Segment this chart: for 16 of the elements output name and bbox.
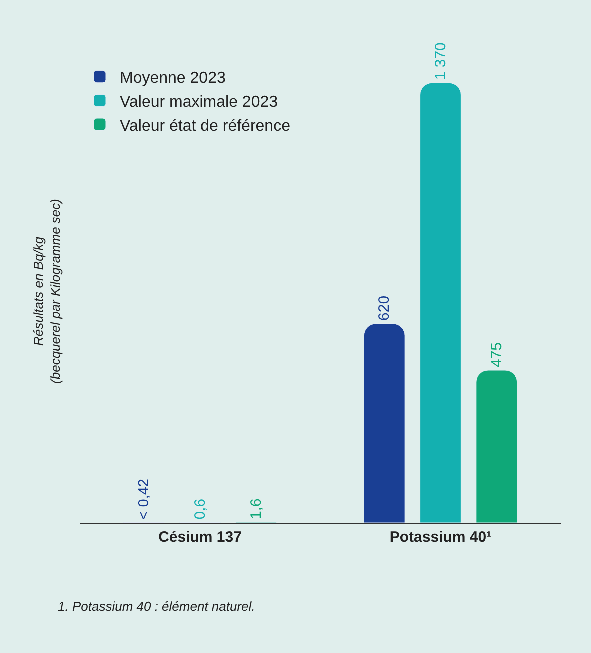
data-label: 475 — [488, 342, 506, 368]
bar — [476, 370, 518, 523]
data-label: < 0,42 — [136, 478, 153, 520]
text: 1. Potassium 40 : élément naturel. — [58, 599, 256, 614]
y-axis-title: Résultats en Bq/kg (becquerel par Kilogramme sec) — [31, 199, 63, 384]
legend-label: Valeur maximale 2023 — [120, 94, 278, 111]
x-tick-label: Potassium 40¹ — [390, 529, 492, 546]
data-label: 1,6 — [248, 498, 265, 520]
legend-label: Moyenne 2023 — [120, 70, 226, 88]
x-tick-label: Césium 137 — [158, 529, 242, 546]
legend-label: Valeur état de référence — [120, 118, 291, 135]
data-label: 620 — [376, 296, 394, 321]
data-label: 0,6 — [192, 498, 209, 520]
bar — [420, 82, 462, 523]
bar — [364, 324, 406, 523]
data-label: 1 370 — [432, 42, 450, 80]
